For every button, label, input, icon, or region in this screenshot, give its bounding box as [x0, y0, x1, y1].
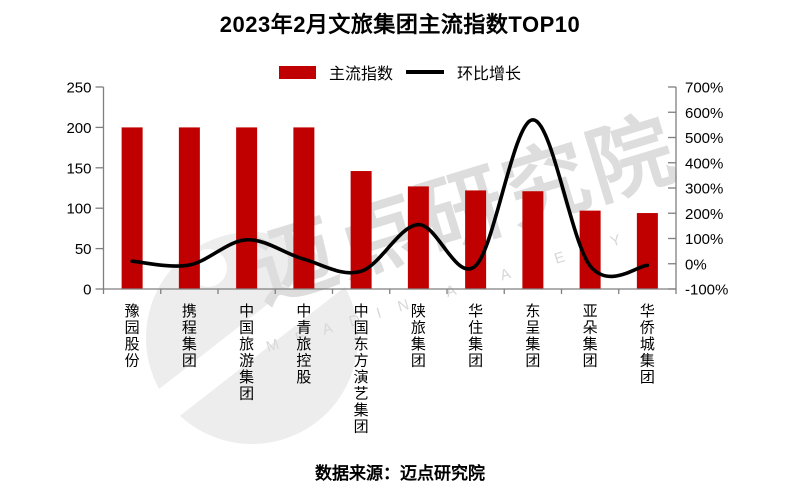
left-axis-tick-label: 100	[66, 201, 91, 218]
right-axis-tick-label: 400%	[685, 155, 723, 172]
category-label: 中国旅游集团	[239, 303, 254, 403]
category-label: 中国东方演艺集团	[354, 303, 369, 436]
right-axis-tick-label: 700%	[685, 80, 723, 97]
bar-series-swatch-icon	[278, 65, 316, 79]
left-axis-tick-label: 0	[83, 282, 91, 299]
growth-line	[130, 118, 650, 279]
watermark-logo-slash	[123, 232, 381, 444]
category-label: 亚朵集团	[583, 303, 598, 370]
right-axis-tick-label: 500%	[685, 130, 723, 147]
left-axis-tick-label: 50	[75, 241, 92, 258]
category-label: 东呈集团	[525, 303, 540, 370]
bar	[236, 127, 258, 290]
right-axis-tick-label: -100%	[685, 282, 728, 299]
bar	[121, 127, 143, 290]
right-axis-tick-label: 100%	[685, 231, 723, 248]
category-label: 华侨城集团	[640, 303, 655, 386]
line-series-swatch-icon	[406, 70, 444, 74]
right-axis-tick-label: 0%	[685, 256, 707, 273]
category-label: 携程集团	[182, 303, 197, 370]
legend: 主流指数 环比增长	[0, 60, 800, 84]
right-axis-tick-label: 600%	[685, 105, 723, 122]
category-label: 豫园股份	[125, 303, 140, 370]
left-axis-tick-label: 250	[66, 80, 91, 97]
category-label: 陕旅集团	[411, 303, 426, 370]
category-label: 中青旅控股	[296, 303, 311, 386]
bar-series-label: 主流指数	[328, 66, 393, 83]
bar	[350, 171, 372, 289]
bar	[522, 191, 544, 289]
bar	[636, 213, 658, 289]
bar	[178, 127, 200, 290]
category-label: 华住集团	[468, 303, 483, 370]
data-source: 数据来源：迈点研究院	[315, 464, 485, 483]
line-series-label: 环比增长	[457, 66, 522, 83]
right-axis-tick-label: 300%	[685, 181, 723, 198]
right-axis-tick-label: 200%	[685, 206, 723, 223]
bar	[293, 127, 315, 290]
bar	[407, 186, 429, 289]
left-axis-tick-label: 200	[66, 120, 91, 137]
chart-title: 2023年2月文旅集团主流指数TOP10	[219, 12, 581, 37]
bar	[465, 190, 487, 289]
left-axis-tick-label: 150	[66, 160, 91, 177]
